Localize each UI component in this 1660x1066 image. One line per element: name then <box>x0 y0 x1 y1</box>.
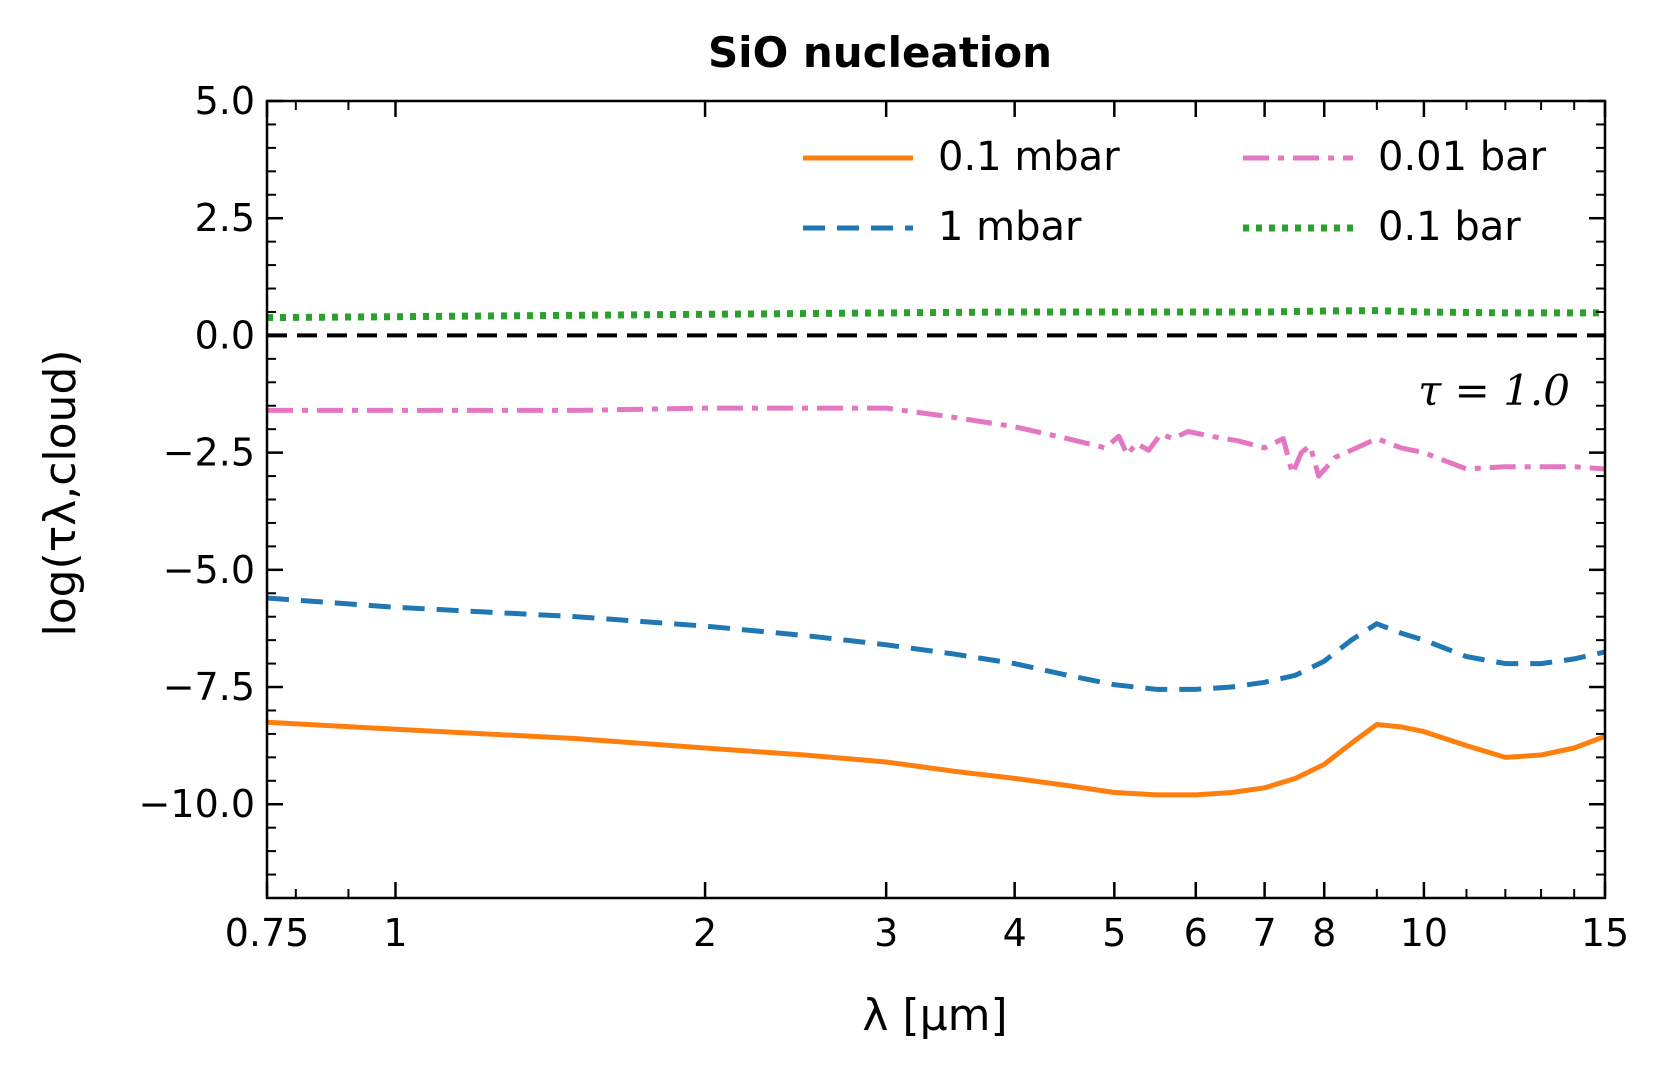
plot-frame <box>265 99 1607 900</box>
legend: 0.1 mbar 1 mbar 0.01 bar 0.1 bar <box>803 134 1547 250</box>
x-tick-label: 8 <box>1312 911 1336 955</box>
legend-label: 1 mbar <box>938 204 1082 250</box>
y-tick-label: −2.5 <box>163 431 255 475</box>
x-tick-label: 10 <box>1400 911 1448 955</box>
y-tick-label: 0.0 <box>195 313 255 357</box>
x-tick-label: 4 <box>1003 911 1027 955</box>
y-tick-label: −5.0 <box>163 548 255 592</box>
x-tick-label: 1 <box>383 911 407 955</box>
y-tick-label: −10.0 <box>139 782 255 826</box>
ticks-layer: 0.75 1 2 3 4 5 6 7 8 10 15 5.0 2.5 0.0 −2.5 −5.0 −7.5 −10… <box>139 79 1630 955</box>
x-tick-label: 3 <box>874 911 898 955</box>
series-layer <box>266 307 1606 798</box>
x-tick-label: 7 <box>1253 911 1277 955</box>
series-line-0-1-mbar <box>266 719 1606 798</box>
y-axis-label: log(τλ,cloud) <box>35 349 86 636</box>
x-tick-label: 2 <box>693 911 717 955</box>
series-line-1-mbar <box>266 595 1606 692</box>
x-tick-label: 5 <box>1102 911 1126 955</box>
x-axis-label: λ [μm] <box>862 990 1007 1041</box>
x-tick-label: 15 <box>1581 911 1629 955</box>
y-tick-label: 2.5 <box>195 196 255 240</box>
chart-title: SiO nucleation <box>708 28 1052 77</box>
x-tick-label: 6 <box>1184 911 1208 955</box>
legend-label: 0.1 bar <box>1378 204 1521 250</box>
x-tick-label: 0.75 <box>225 911 310 955</box>
legend-label: 0.01 bar <box>1378 134 1547 180</box>
reference-line-label: τ = 1.0 <box>1418 366 1570 415</box>
y-tick-label: −7.5 <box>163 665 255 709</box>
legend-label: 0.1 mbar <box>938 134 1120 180</box>
series-line-0-1-bar <box>266 307 1605 322</box>
y-tick-label: 5.0 <box>195 79 255 123</box>
series-line-0-01-bar <box>267 405 1606 479</box>
